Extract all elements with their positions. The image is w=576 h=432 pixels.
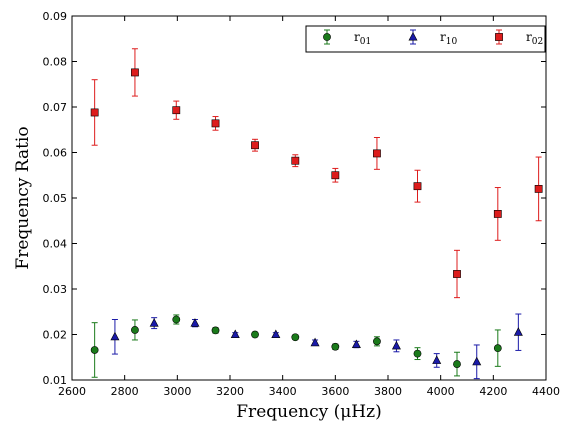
- data-point-r01: [172, 315, 181, 324]
- data-point-r02: [534, 185, 543, 193]
- legend-marker-r01: [323, 33, 331, 41]
- data-point-r01: [373, 337, 381, 346]
- y-tick-label: 0.05: [43, 192, 68, 205]
- legend-marker-r10: [408, 31, 418, 41]
- y-tick-label: 0.04: [43, 238, 68, 251]
- x-tick-label: 4400: [532, 385, 560, 398]
- y-tick-label: 0.07: [43, 101, 68, 114]
- y-axis-label: Frequency Ratio: [13, 126, 33, 269]
- data-point-r02: [331, 171, 340, 180]
- legend-box: [305, 25, 546, 53]
- data-marks: [90, 48, 543, 380]
- x-tick-label: 4200: [479, 385, 507, 398]
- data-point-r10: [271, 329, 281, 339]
- legend-label-base: r: [354, 30, 360, 44]
- data-point-r10: [110, 331, 120, 341]
- data-point-r10: [472, 356, 482, 366]
- legend-label-r10: r10: [440, 30, 457, 47]
- legend-marker-r02: [495, 33, 503, 41]
- data-point-r01: [90, 346, 99, 354]
- data-point-r01: [413, 349, 422, 358]
- data-point-r01: [251, 330, 259, 339]
- x-tick-label: 4000: [427, 385, 455, 398]
- data-point-r10: [190, 318, 200, 327]
- series-r01: [90, 314, 502, 378]
- data-point-r10: [149, 318, 159, 327]
- x-tick-label: 3600: [321, 385, 349, 398]
- x-tick-label: 2600: [58, 385, 86, 398]
- x-tick-label: 2800: [111, 385, 139, 398]
- x-tick-label: 3000: [163, 385, 191, 398]
- data-point-r10: [513, 327, 523, 336]
- y-tick-label: 0.01: [43, 374, 68, 387]
- data-point-r02: [453, 270, 461, 278]
- series-r02: [90, 48, 543, 299]
- data-point-r02: [131, 68, 139, 77]
- data-point-r02: [291, 156, 300, 165]
- data-point-r01: [331, 342, 340, 351]
- y-tick-label: 0.08: [43, 56, 68, 69]
- legend-label-subscript: 10: [446, 37, 458, 47]
- data-point-r02: [251, 141, 259, 150]
- legend-label-r02: r02: [526, 30, 543, 47]
- y-tick-label: 0.09: [43, 10, 68, 23]
- data-point-r10: [310, 337, 320, 347]
- data-point-r02: [493, 210, 502, 218]
- y-tick-label: 0.03: [43, 283, 68, 296]
- y-tick-label: 0.02: [43, 329, 68, 342]
- data-point-r10: [391, 340, 401, 350]
- data-point-r01: [291, 333, 300, 342]
- legend-label-base: r: [526, 30, 532, 44]
- legend: r01 r10 r02: [305, 25, 546, 53]
- legend-label-subscript: 02: [532, 37, 543, 47]
- y-tick-label: 0.06: [43, 147, 68, 160]
- x-tick-label: 3800: [374, 385, 402, 398]
- data-point-r10: [432, 355, 442, 364]
- data-point-r02: [211, 119, 220, 128]
- data-point-r01: [211, 326, 220, 335]
- data-point-r01: [131, 326, 139, 334]
- x-axis-label: Frequency (μHz): [236, 402, 381, 422]
- data-point-r02: [413, 182, 422, 191]
- data-point-r01: [453, 360, 461, 368]
- data-point-r02: [373, 149, 381, 158]
- axes: 2600 2800 3000 3200 3400 3600 3800 4000 4200 4400…: [43, 10, 561, 398]
- legend-label-r01: r01: [354, 30, 371, 47]
- data-point-r10: [230, 329, 240, 339]
- series-r10: [110, 313, 523, 380]
- x-tick-label: 3400: [269, 385, 297, 398]
- data-point-r01: [493, 344, 502, 353]
- legend-label-subscript: 01: [360, 37, 371, 47]
- data-point-r02: [172, 106, 181, 115]
- x-tick-label: 3200: [216, 385, 244, 398]
- legend-label-base: r: [440, 30, 446, 44]
- data-point-r02: [90, 108, 99, 117]
- data-point-r10: [351, 339, 361, 349]
